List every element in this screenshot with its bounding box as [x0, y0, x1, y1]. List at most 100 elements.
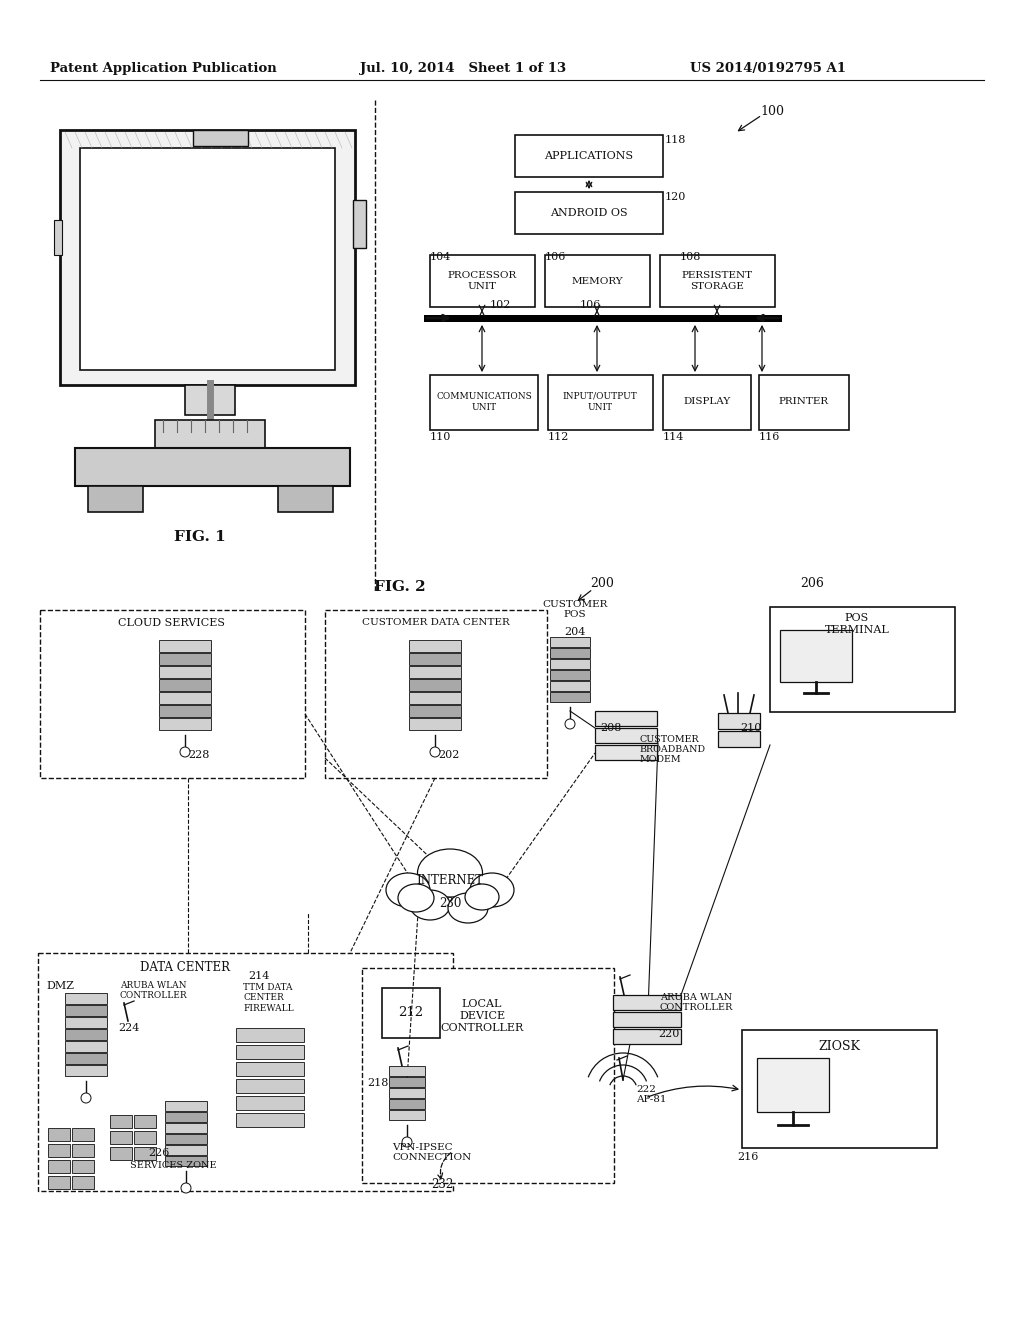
Bar [236, 1078, 304, 1093]
Text: TTM DATA
CENTER
FIREWALL: TTM DATA CENTER FIREWALL [243, 983, 294, 1012]
Text: FIG. 1: FIG. 1 [174, 531, 226, 544]
Text: FIG. 2: FIG. 2 [374, 579, 426, 594]
Bar [780, 630, 852, 682]
Text: MEMORY: MEMORY [571, 276, 623, 285]
Text: PROCESSOR
UNIT: PROCESSOR UNIT [447, 271, 517, 290]
Ellipse shape [398, 884, 434, 912]
Text: 216: 216 [737, 1152, 759, 1162]
Bar [409, 678, 461, 690]
Bar [382, 987, 440, 1038]
Bar [757, 1059, 829, 1111]
Text: SERVICES ZONE: SERVICES ZONE [130, 1162, 216, 1170]
Bar [40, 610, 305, 777]
Bar [48, 1144, 70, 1158]
Text: 224: 224 [118, 1023, 139, 1034]
Bar [185, 385, 234, 414]
Bar [550, 671, 590, 680]
Bar [515, 191, 663, 234]
Bar [718, 713, 760, 729]
Bar [770, 607, 955, 711]
Bar [550, 659, 590, 669]
Bar [430, 375, 538, 430]
Text: ZIOSK: ZIOSK [818, 1040, 860, 1053]
Text: 100: 100 [760, 106, 784, 117]
Bar [134, 1131, 156, 1144]
Text: 232: 232 [431, 1177, 454, 1191]
Bar [159, 692, 211, 704]
Ellipse shape [449, 894, 488, 923]
Bar [409, 653, 461, 665]
Bar [159, 653, 211, 665]
Bar [110, 1147, 132, 1160]
Text: 110: 110 [430, 432, 452, 442]
Text: 226: 226 [148, 1148, 169, 1158]
Bar [159, 678, 211, 690]
Bar [54, 220, 62, 255]
Text: 228: 228 [188, 750, 209, 760]
Bar [424, 315, 782, 322]
Text: 114: 114 [663, 432, 684, 442]
Circle shape [180, 747, 190, 756]
Bar [165, 1134, 207, 1144]
Bar [236, 1096, 304, 1110]
Ellipse shape [386, 873, 430, 907]
Bar [595, 711, 657, 726]
Bar [325, 610, 547, 777]
Bar [389, 1077, 425, 1086]
Bar [236, 1063, 304, 1076]
Bar [409, 640, 461, 652]
Bar [159, 705, 211, 717]
Text: 204: 204 [564, 627, 586, 638]
Bar [65, 1016, 106, 1028]
Text: CUSTOMER DATA CENTER: CUSTOMER DATA CENTER [362, 618, 510, 627]
Bar [65, 1053, 106, 1064]
Bar [38, 953, 453, 1191]
Text: 106: 106 [545, 252, 566, 261]
Circle shape [181, 1183, 191, 1193]
Bar [742, 1030, 937, 1148]
Circle shape [565, 719, 575, 729]
Text: 102: 102 [490, 300, 511, 310]
Text: Patent Application Publication: Patent Application Publication [50, 62, 276, 75]
Text: 104: 104 [430, 252, 452, 261]
Text: 118: 118 [665, 135, 686, 145]
Bar [48, 1129, 70, 1140]
Text: Jul. 10, 2014   Sheet 1 of 13: Jul. 10, 2014 Sheet 1 of 13 [360, 62, 566, 75]
Text: CLOUD SERVICES: CLOUD SERVICES [119, 618, 225, 628]
Text: 116: 116 [759, 432, 780, 442]
Bar [409, 718, 461, 730]
Text: ARUBA WLAN
CONTROLLER: ARUBA WLAN CONTROLLER [120, 981, 187, 1001]
Bar [65, 1005, 106, 1016]
Bar [60, 129, 355, 385]
Text: US 2014/0192795 A1: US 2014/0192795 A1 [690, 62, 846, 75]
Text: 214: 214 [248, 972, 269, 981]
Text: ANDROID OS: ANDROID OS [550, 209, 628, 218]
Text: LOCAL
DEVICE
CONTROLLER: LOCAL DEVICE CONTROLLER [440, 999, 523, 1034]
Text: CUSTOMER
BROADBAND
MODEM: CUSTOMER BROADBAND MODEM [640, 735, 706, 764]
Text: 212: 212 [398, 1006, 424, 1019]
Bar [409, 692, 461, 704]
Bar [389, 1110, 425, 1119]
Text: 210: 210 [740, 723, 762, 733]
Bar [159, 667, 211, 678]
Bar [48, 1176, 70, 1189]
Text: 208: 208 [600, 723, 622, 733]
Bar [65, 1065, 106, 1076]
Text: APPLICATIONS: APPLICATIONS [545, 150, 634, 161]
Bar [278, 486, 333, 512]
Bar [193, 129, 248, 147]
Bar [48, 1160, 70, 1173]
Text: 120: 120 [665, 191, 686, 202]
Text: INTERNET: INTERNET [417, 874, 483, 887]
Bar [548, 375, 653, 430]
Bar [550, 638, 590, 647]
Bar [165, 1111, 207, 1122]
Text: ARUBA WLAN
CONTROLLER: ARUBA WLAN CONTROLLER [660, 993, 733, 1012]
Bar [660, 255, 775, 308]
Bar [550, 648, 590, 657]
Bar [430, 255, 535, 308]
Circle shape [430, 747, 440, 756]
Bar [165, 1123, 207, 1133]
Text: 230: 230 [439, 898, 461, 909]
Bar [236, 1113, 304, 1127]
